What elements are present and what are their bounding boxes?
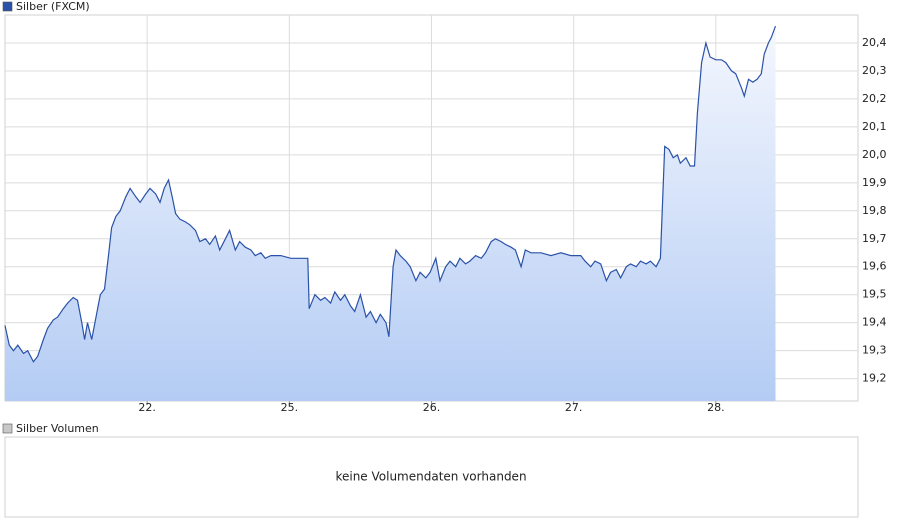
y-tick-label: 19,4 <box>862 316 887 329</box>
y-tick-label: 19,6 <box>862 260 887 273</box>
legend-swatch <box>2 1 13 12</box>
x-tick-label: 22. <box>138 401 156 414</box>
legend-swatch <box>2 423 13 434</box>
x-tick-label: 28. <box>707 401 725 414</box>
y-tick-label: 20,3 <box>862 64 887 77</box>
area-fill <box>5 26 776 401</box>
y-tick-label: 19,3 <box>862 344 887 357</box>
x-tick-label: 27. <box>565 401 583 414</box>
volume-frame <box>4 436 859 518</box>
x-tick-label: 26. <box>423 401 441 414</box>
y-tick-label: 19,9 <box>862 176 887 189</box>
y-tick-label: 20,0 <box>862 148 887 161</box>
x-tick-label: 25. <box>281 401 299 414</box>
legend-label: Silber Volumen <box>16 422 99 435</box>
price-line <box>4 25 777 363</box>
y-tick-label: 19,7 <box>862 232 887 245</box>
y-tick-label: 19,5 <box>862 288 887 301</box>
y-tick-label: 19,8 <box>862 204 887 217</box>
y-tick-label: 20,2 <box>862 92 887 105</box>
legend-label: Silber (FXCM) <box>16 0 90 13</box>
y-tick-label: 20,4 <box>862 36 887 49</box>
y-tick-label: 19,2 <box>862 372 887 385</box>
y-tick-label: 20,1 <box>862 120 887 133</box>
empty-message: keine Volumendaten vorhanden <box>335 470 526 484</box>
